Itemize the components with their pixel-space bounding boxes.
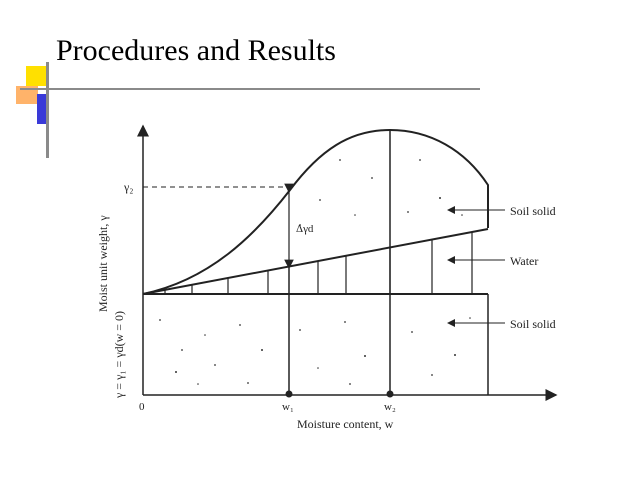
decorative-square-orange	[16, 86, 38, 104]
w2-point	[386, 390, 394, 398]
x-axis-label: Moisture content, w	[297, 417, 394, 431]
legend-soil-solid-bottom: Soil solid	[510, 317, 556, 331]
origin-label: 0	[139, 401, 145, 413]
water-hatching	[164, 232, 473, 294]
legend-soil-solid-top: Soil solid	[510, 204, 556, 218]
decorative-square-yellow	[26, 66, 46, 86]
soil-speckles	[159, 159, 471, 385]
gamma2-label: γ₂	[123, 180, 134, 194]
y-axis-label: Moist unit weight, γ	[96, 215, 110, 312]
w1-point	[285, 390, 293, 398]
w1-tick-label: w₁	[282, 401, 294, 413]
y-axis-sublabel: γ = γ₁ = γd(w = 0)	[112, 311, 126, 399]
slide-title: Procedures and Results	[56, 34, 336, 67]
legend-water: Water	[510, 254, 538, 268]
delta-gamma-label: Δγd	[296, 223, 314, 235]
soil-solid-upper-curve	[142, 128, 489, 295]
decorative-horizontal-line	[20, 88, 480, 90]
w2-tick-label: w₂	[384, 401, 396, 413]
water-line	[142, 228, 489, 295]
decorative-vertical-line	[46, 62, 49, 158]
